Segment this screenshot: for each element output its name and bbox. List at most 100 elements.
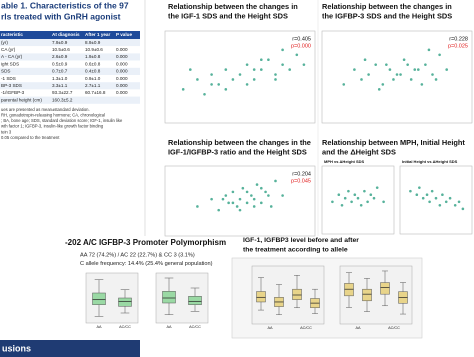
chart-title: Relationship between the changes in: [168, 2, 298, 11]
scatter-point: [264, 190, 267, 194]
scatter-point: [375, 186, 379, 189]
box: [118, 297, 132, 307]
r-label: r=0.204: [292, 171, 311, 177]
chart-title: the IGFBP-3 SDS and the Height SDS: [322, 11, 452, 20]
table-cell: 0.4±0.8: [85, 69, 101, 74]
table-cell: parental height (cm): [1, 97, 42, 102]
scatter-point: [438, 203, 442, 207]
table-row-bg: [0, 60, 140, 68]
scatter-point: [235, 205, 239, 208]
scatter-point: [417, 68, 420, 71]
table-cell: A - CA (yr): [1, 54, 23, 59]
scatter-point: [434, 78, 438, 81]
scatter-point: [331, 200, 334, 204]
conclusions-heading: usions: [2, 343, 31, 353]
scatter-point: [428, 200, 431, 204]
table-row-bg: [0, 39, 140, 47]
scatter-point: [196, 78, 199, 81]
scatter-point: [210, 197, 213, 201]
chart-title: IGF-1/IGFBP-3 ratio and the Height SDS: [168, 147, 307, 156]
scatter-point: [356, 196, 360, 200]
scatter-point: [231, 190, 235, 194]
scatter-point: [267, 58, 270, 62]
box: [162, 291, 176, 304]
scatter-point: [395, 73, 399, 76]
scatter-point: [359, 203, 363, 207]
table-note: 0.05 compared to the treatment: [1, 135, 60, 140]
table-cell: 0.6±0.8: [85, 61, 101, 66]
table-header-cell: At diagnosis: [52, 32, 80, 37]
table-note: tein 3: [1, 129, 12, 134]
table-cell: (yr): [1, 40, 8, 45]
x-tick-label: AC/CC: [300, 326, 312, 330]
table-cell: ight SDS: [1, 61, 19, 66]
scatter-point: [413, 68, 417, 71]
table-cell: 7.9±0.9: [52, 40, 68, 45]
scatter-point: [255, 183, 259, 186]
scatter-point: [353, 68, 356, 71]
table-cell: 0.5±0.9: [52, 61, 68, 66]
table-header-bg: [0, 31, 140, 39]
scatter-point: [430, 189, 434, 193]
scatter-point: [210, 73, 213, 76]
p-label: p=0.000: [291, 43, 311, 49]
table-cell: 60.7±16.8: [85, 90, 106, 95]
scatter-point: [217, 208, 220, 212]
conclusions-bar: [0, 340, 140, 357]
scatter-point: [281, 63, 284, 66]
table-cell: CA (yr): [1, 47, 16, 52]
p-label: p=0.025: [448, 43, 468, 49]
chart-title: Relationship between the changes in: [322, 2, 452, 11]
section-title: the treatment according to allele: [243, 246, 348, 253]
table-note: wth factor 1; IGFBP-3, insulin-like grow…: [1, 124, 104, 129]
scatter-point: [427, 48, 431, 52]
plot-frame: [164, 165, 316, 237]
scatter-point: [231, 78, 235, 81]
scatter-point: [238, 208, 242, 212]
scatter-point: [363, 189, 366, 193]
scatter-point: [363, 58, 367, 62]
table-note: ; BA, bone age; SDS, standard deviation …: [1, 118, 123, 123]
x-tick-label: AA: [96, 325, 102, 329]
scatter-point: [374, 63, 378, 66]
table-cell: 0.000: [116, 83, 128, 88]
scatter-point: [420, 83, 424, 86]
table-cell: -1/IGFBP-3: [1, 90, 25, 95]
scatter-point: [431, 73, 434, 76]
p-label: p=0.045: [291, 178, 311, 184]
scatter-point: [409, 189, 412, 193]
table-cell: 1.9±0.8: [85, 54, 101, 59]
box: [92, 292, 106, 305]
table-cell: 0.000: [116, 76, 128, 81]
scatter-point: [281, 194, 284, 197]
scatter-point: [350, 200, 353, 204]
table-cell: 0.000: [116, 61, 128, 66]
scatter-point: [203, 92, 206, 96]
scatter-point: [224, 88, 228, 91]
scatter-point: [424, 63, 427, 66]
scatter-point: [340, 203, 344, 207]
scatter-point: [399, 73, 402, 76]
scatter-point: [260, 68, 263, 71]
table-note: ues are presented as mean±standard devia…: [1, 107, 90, 112]
table-cell: 93.3±22.7: [52, 90, 73, 95]
scatter-point: [224, 194, 228, 197]
scatter-point: [425, 193, 429, 197]
scatter-point: [385, 63, 388, 66]
scatter-point: [302, 63, 306, 66]
scatter-point: [457, 200, 461, 204]
scatter-point: [445, 68, 449, 71]
scatter-point: [342, 83, 346, 86]
table-cell: 0.9±1.0: [85, 76, 101, 81]
table-cell: BP-3 SDS: [1, 83, 22, 88]
table-row-bg: [0, 67, 140, 75]
scatter-point: [418, 186, 421, 189]
scatter-point: [366, 200, 369, 204]
scatter-point: [281, 48, 284, 52]
box: [256, 291, 266, 303]
chart-title: the IGF-1 SDS and the Height SDS: [168, 11, 288, 20]
scatter-point: [377, 88, 381, 91]
scatter-point: [245, 83, 249, 86]
table-row-bg: [0, 89, 140, 97]
